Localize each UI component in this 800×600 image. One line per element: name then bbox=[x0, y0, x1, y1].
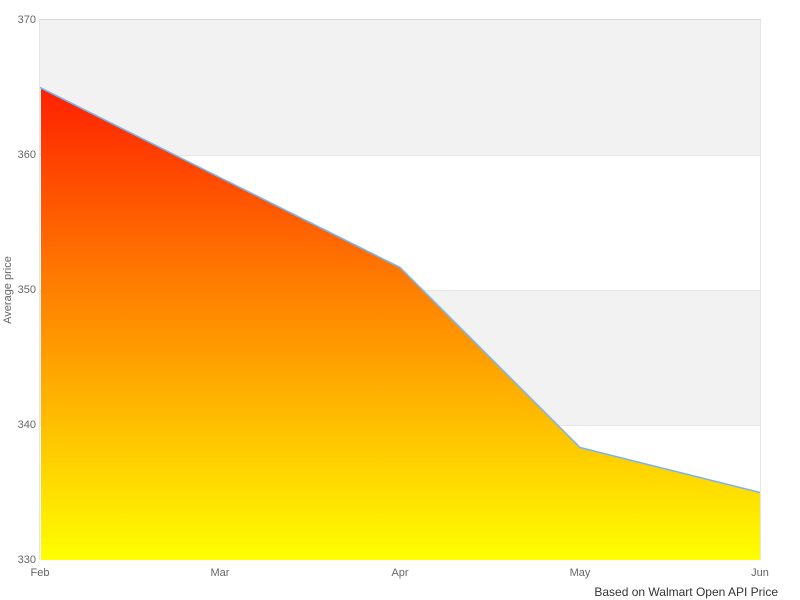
chart-caption: Based on Walmart Open API Price bbox=[594, 585, 778, 599]
x-tick-label: Feb bbox=[30, 567, 50, 579]
y-axis-title: Average price bbox=[2, 256, 14, 324]
x-tick-label: Jun bbox=[751, 567, 769, 579]
grid-band bbox=[40, 20, 760, 155]
y-tick-label: 370 bbox=[17, 14, 36, 26]
series-line bbox=[39, 86, 761, 494]
y-tick-label: 350 bbox=[17, 284, 36, 296]
area-series bbox=[41, 87, 760, 560]
x-tick-label: Apr bbox=[391, 567, 409, 579]
x-tick-label: May bbox=[569, 567, 591, 579]
y-tick-label: 360 bbox=[17, 149, 36, 161]
x-tick-label: Mar bbox=[210, 567, 230, 579]
y-tick-label: 340 bbox=[17, 419, 36, 431]
y-tick-label: 330 bbox=[17, 554, 36, 566]
